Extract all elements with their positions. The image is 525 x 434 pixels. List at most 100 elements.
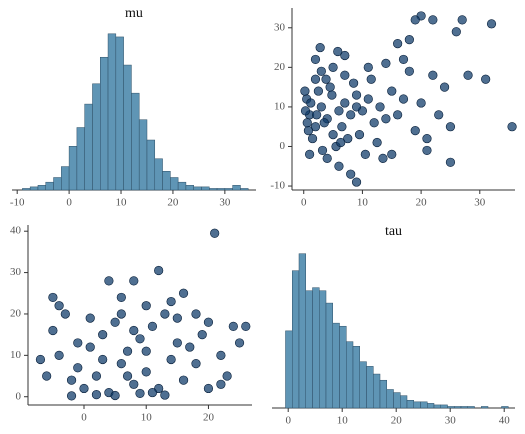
scatter-point [428, 70, 438, 80]
x-tick-label: 30 [445, 415, 457, 427]
scatter-point [387, 149, 397, 159]
histogram-bar [170, 177, 179, 191]
scatter-point [85, 342, 95, 352]
scatter-point [35, 354, 46, 365]
scatter-point [73, 338, 83, 348]
scatter-point [422, 133, 432, 144]
histogram-bar [177, 181, 187, 191]
scatter-point [363, 94, 373, 104]
scatter-point [363, 62, 373, 72]
x-tick-label: -10 [10, 197, 25, 209]
scatter-point [42, 371, 52, 381]
scatter-point [160, 390, 170, 400]
x-tick-label: 40 [499, 415, 511, 427]
histogram-bar [400, 395, 408, 409]
histogram-bar [312, 287, 320, 409]
histogram-bar [298, 253, 306, 409]
scatter-point [317, 145, 328, 156]
scatter-point [166, 296, 176, 307]
scatter-point [191, 359, 201, 369]
scatter-point [333, 46, 343, 57]
y-tick-label: 20 [10, 307, 22, 319]
histogram-bar [413, 401, 421, 409]
histogram-bar [232, 185, 241, 191]
histogram-bar [352, 346, 360, 409]
scatter-point [302, 118, 312, 128]
scatter-point [343, 133, 353, 144]
histogram-bar [131, 92, 140, 191]
scatter-point [445, 122, 456, 132]
y-tick-label: 30 [10, 266, 22, 278]
x-tick-label: 30 [219, 197, 231, 209]
histogram-bar [379, 379, 387, 409]
scatter-point [216, 379, 226, 389]
histogram-bar [146, 139, 156, 191]
scatter-point [203, 383, 214, 394]
histogram-bar [92, 83, 101, 191]
scatter-point [351, 90, 362, 100]
histogram-bar [216, 188, 226, 191]
histogram-bar [100, 56, 109, 191]
x-tick-label: 10 [357, 197, 369, 209]
histogram-bar [201, 186, 210, 191]
scatter-point [110, 390, 120, 401]
x-tick-label: 10 [337, 415, 349, 427]
scatter-point [439, 82, 450, 92]
scatter-point [122, 346, 133, 356]
scatter-point [310, 54, 321, 65]
scatter-point [98, 354, 108, 365]
histogram-bar [45, 181, 54, 191]
y-tick-label: 20 [274, 61, 286, 73]
scatter-point [393, 110, 403, 120]
scatter-point [98, 330, 108, 340]
scatter-point [306, 98, 316, 108]
histogram-bar [393, 392, 401, 409]
scatter-point [428, 15, 438, 25]
scatter-point [398, 54, 409, 65]
scatter-point [378, 153, 388, 163]
histogram-bar [61, 166, 70, 191]
panel-title: mu [125, 6, 143, 21]
scatter-point [141, 301, 151, 311]
scatter-point [141, 346, 151, 356]
y-tick-label: 30 [274, 21, 286, 33]
y-tick-label: 0 [280, 140, 286, 152]
scatter-point [203, 317, 214, 327]
y-tick-label: 40 [10, 225, 22, 237]
scatter-point [393, 39, 403, 49]
scatter-point [116, 309, 126, 319]
scatter-point [316, 66, 326, 76]
histogram-bar [292, 270, 300, 409]
x-tick-label: 20 [167, 197, 179, 209]
scatter-point [387, 86, 397, 96]
scatter-point [381, 58, 391, 68]
scatter-point [79, 383, 89, 394]
scatter-point [328, 130, 338, 140]
scatter-point [135, 334, 145, 344]
scatter-point [147, 321, 158, 331]
histogram-bar [68, 146, 78, 191]
scatter-point [316, 102, 326, 112]
scatter-point [328, 62, 338, 72]
histogram-bar [433, 404, 441, 409]
histogram-bar [76, 127, 85, 191]
scatter-point [48, 292, 58, 303]
scatter-point [154, 265, 164, 276]
scatter-point [354, 130, 365, 140]
scatter-point [160, 309, 170, 319]
histogram-bar [240, 188, 249, 191]
histogram-bar [386, 389, 394, 409]
histogram-bar [224, 188, 233, 191]
scatter-point [110, 317, 120, 327]
scatter-point [66, 391, 77, 401]
scatter-point [381, 114, 391, 124]
histogram-bar [440, 404, 448, 409]
scatter-point [346, 110, 356, 120]
panel-title: tau [385, 224, 402, 239]
histogram-bar [107, 33, 117, 191]
scatter-point [54, 350, 64, 360]
scatter-point [222, 371, 232, 381]
scatter-point [334, 106, 344, 116]
x-tick-label: 10 [141, 412, 153, 424]
x-tick-label: 30 [474, 197, 486, 209]
